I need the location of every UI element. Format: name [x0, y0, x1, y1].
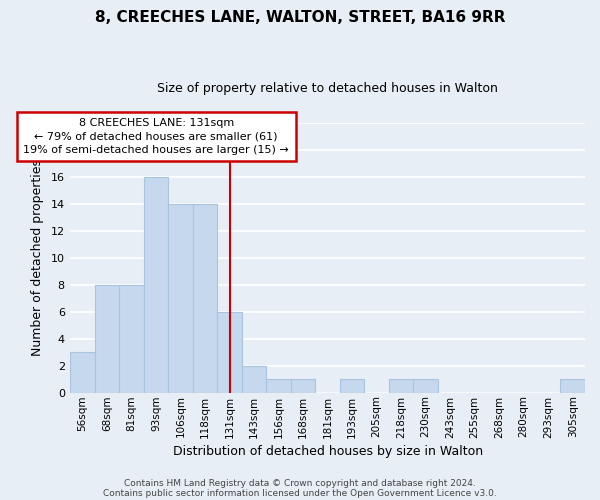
Bar: [70, 352, 95, 393]
Text: 8 CREECHES LANE: 131sqm
← 79% of detached houses are smaller (61)
19% of semi-de: 8 CREECHES LANE: 131sqm ← 79% of detache…: [23, 118, 289, 154]
Bar: [413, 379, 438, 392]
Bar: [291, 379, 316, 392]
Bar: [217, 312, 242, 392]
Bar: [169, 204, 193, 392]
Bar: [340, 379, 364, 392]
Bar: [560, 379, 585, 392]
Bar: [266, 379, 291, 392]
Y-axis label: Number of detached properties: Number of detached properties: [31, 160, 44, 356]
Bar: [242, 366, 266, 392]
Bar: [119, 285, 144, 393]
X-axis label: Distribution of detached houses by size in Walton: Distribution of detached houses by size …: [173, 444, 483, 458]
Text: 8, CREECHES LANE, WALTON, STREET, BA16 9RR: 8, CREECHES LANE, WALTON, STREET, BA16 9…: [95, 10, 505, 25]
Bar: [389, 379, 413, 392]
Title: Size of property relative to detached houses in Walton: Size of property relative to detached ho…: [157, 82, 498, 96]
Text: Contains HM Land Registry data © Crown copyright and database right 2024.: Contains HM Land Registry data © Crown c…: [124, 478, 476, 488]
Bar: [95, 285, 119, 393]
Bar: [144, 177, 169, 392]
Bar: [193, 204, 217, 392]
Text: Contains public sector information licensed under the Open Government Licence v3: Contains public sector information licen…: [103, 488, 497, 498]
